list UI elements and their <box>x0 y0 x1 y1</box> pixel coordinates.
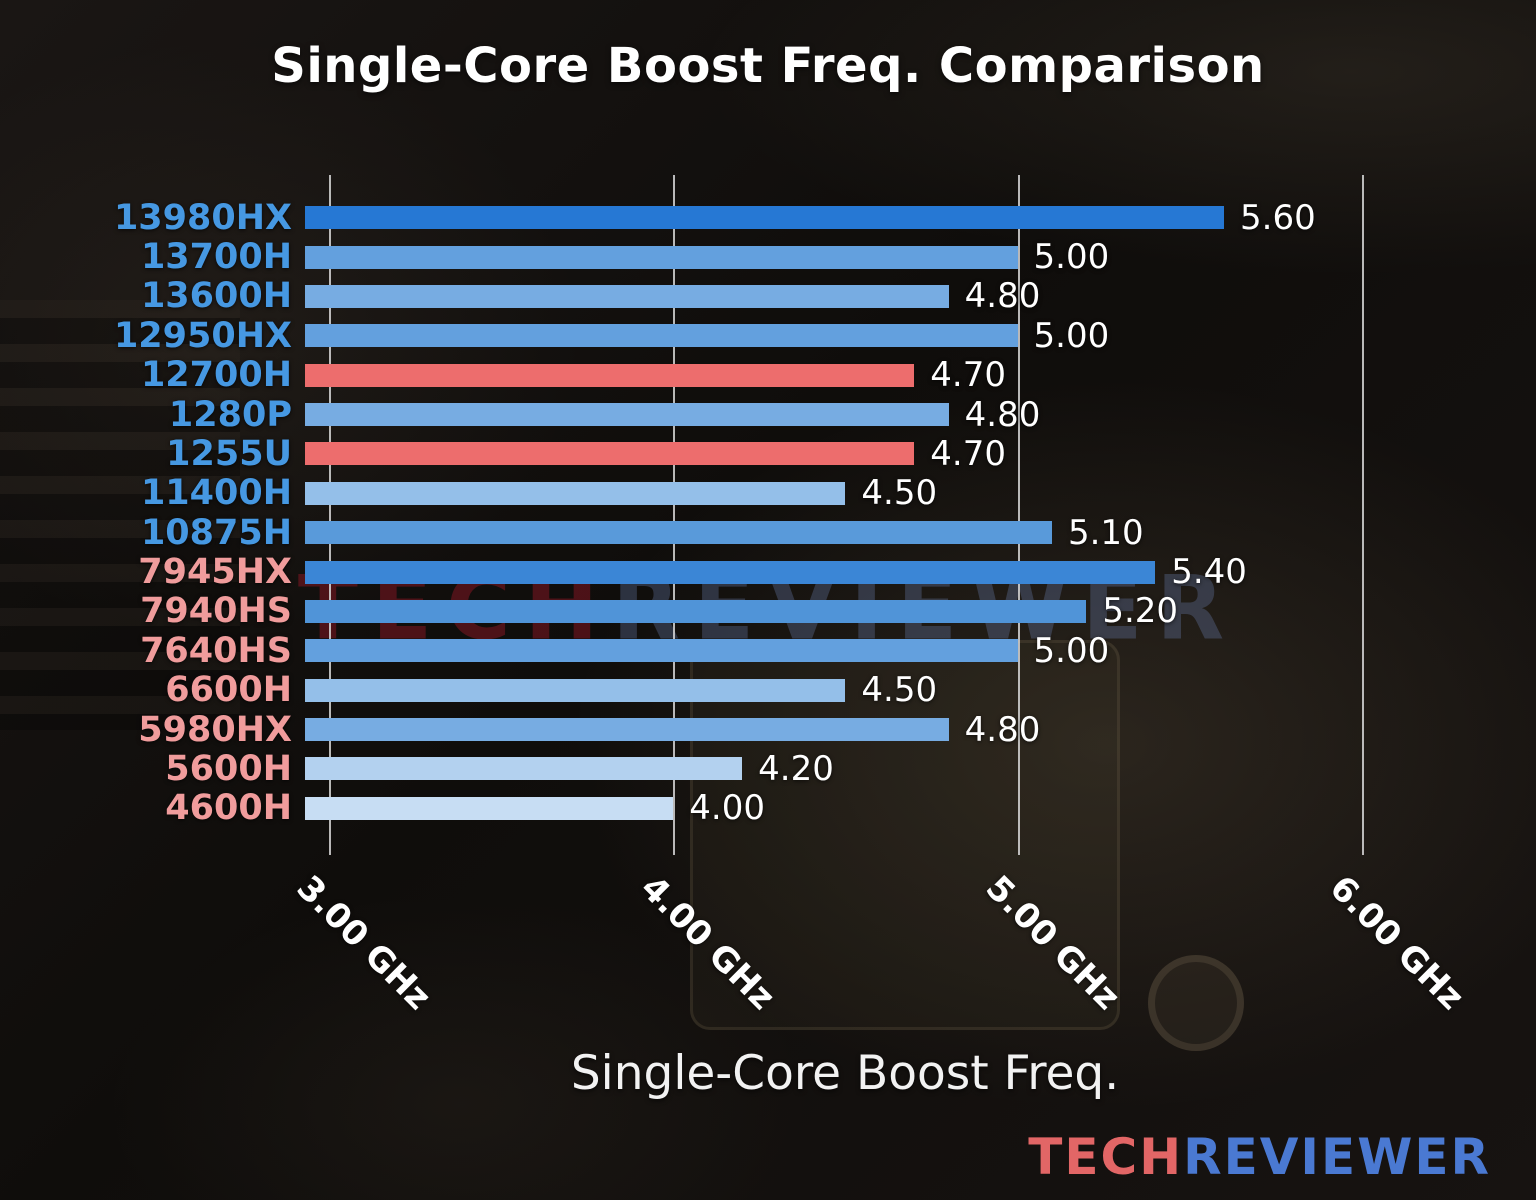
category-label: 7945HX <box>138 552 292 593</box>
bar-row-12950HX: 12950HX 5.00 <box>114 315 1465 356</box>
bar <box>305 757 743 781</box>
bar <box>305 363 915 387</box>
bar-row-1255U: 1255U 4.70 <box>166 433 1465 474</box>
gridline <box>1361 175 1364 855</box>
plot-area: 13980HX 5.60 13700H 5.00 13600H 4.80 12950HX 5.… <box>114 175 1465 855</box>
bar-row-13700H: 13700H 5.00 <box>141 237 1465 278</box>
category-label: 4600H <box>165 788 292 829</box>
value-label: 5.10 <box>1067 512 1144 553</box>
x-axis-label: Single-Core Boost Freq. <box>570 1046 1120 1101</box>
value-label: 4.00 <box>689 788 765 829</box>
bar <box>305 481 846 505</box>
gridline <box>673 175 676 855</box>
bar-row-13980HX: 13980HX 5.60 <box>114 197 1465 238</box>
bar <box>305 245 1018 269</box>
bar-row-11400H: 11400H 4.50 <box>141 473 1465 514</box>
bar-row-7640HS: 7640HS 5.00 <box>140 630 1465 671</box>
bar <box>305 284 949 308</box>
bar-row-6600H: 6600H 4.50 <box>165 670 1465 711</box>
value-label: 4.80 <box>964 276 1041 317</box>
bar <box>305 324 1018 348</box>
value-label: 5.20 <box>1102 591 1179 632</box>
value-label: 4.80 <box>964 394 1041 435</box>
value-label: 4.70 <box>930 355 1006 396</box>
bar-row-10875H: 10875H 5.10 <box>141 512 1465 553</box>
bar <box>305 521 1052 545</box>
bar <box>305 796 674 820</box>
value-label: 5.60 <box>1240 197 1316 238</box>
bar-row-5600H: 5600H 4.20 <box>165 748 1465 789</box>
chart-title: Single-Core Boost Freq. Comparison <box>271 38 1265 94</box>
category-label: 13980HX <box>113 197 292 238</box>
category-label: 1255U <box>166 433 292 474</box>
value-label: 4.20 <box>758 748 834 789</box>
logo-reviewer: REVIEWER <box>1183 1128 1491 1186</box>
value-label: 5.00 <box>1033 237 1110 278</box>
value-label: 4.50 <box>861 473 938 514</box>
bar-rows: 13980HX 5.60 13700H 5.00 13600H 4.80 12950HX 5.… <box>114 197 1465 829</box>
bar-row-5980HX: 5980HX 4.80 <box>138 709 1465 750</box>
category-label: 13700H <box>140 237 292 278</box>
value-label: 5.40 <box>1171 552 1247 593</box>
value-label: 4.70 <box>930 433 1006 474</box>
category-label: 5980HX <box>138 709 292 750</box>
bar-row-4600H: 4600H 4.00 <box>165 788 1465 829</box>
background-cpu-socket <box>690 640 1120 1030</box>
bar-row-7945HX: 7945HX 5.40 <box>138 552 1465 593</box>
category-label: 13600H <box>140 276 292 317</box>
gridline <box>329 175 332 855</box>
category-label: 10875H <box>140 512 292 553</box>
techreviewer-logo: TECHREVIEWER <box>1028 1128 1491 1186</box>
bar-row-13600H: 13600H 4.80 <box>141 276 1465 317</box>
bar <box>305 639 1018 663</box>
category-label: 6600H <box>165 670 292 711</box>
category-label: 7640HS <box>140 630 292 671</box>
bar <box>305 599 1087 623</box>
logo-tech: TECH <box>1028 1128 1184 1186</box>
gridline <box>1017 175 1020 855</box>
category-label: 1280P <box>168 394 292 435</box>
background-heatsink <box>0 300 240 730</box>
category-label: 11400H <box>140 473 292 514</box>
value-label: 4.50 <box>861 670 938 711</box>
bar <box>305 403 949 427</box>
value-label: 5.00 <box>1033 630 1110 671</box>
bar <box>305 206 1225 230</box>
category-label: 7940HS <box>140 591 292 632</box>
category-label: 5600H <box>165 748 292 789</box>
bar-row-1280P: 1280P 4.80 <box>169 394 1465 435</box>
category-label: 12700H <box>140 355 292 396</box>
value-label: 5.00 <box>1033 315 1110 356</box>
bar-row-12700H: 12700H 4.70 <box>141 355 1465 396</box>
bar-row-7940HS: 7940HS 5.20 <box>140 591 1465 632</box>
category-label: 12950HX <box>113 315 292 356</box>
bar <box>305 718 949 742</box>
bar <box>305 560 1156 584</box>
bar <box>305 442 915 466</box>
bar <box>305 678 846 702</box>
value-label: 4.80 <box>964 709 1041 750</box>
background-screw <box>1148 955 1244 1051</box>
